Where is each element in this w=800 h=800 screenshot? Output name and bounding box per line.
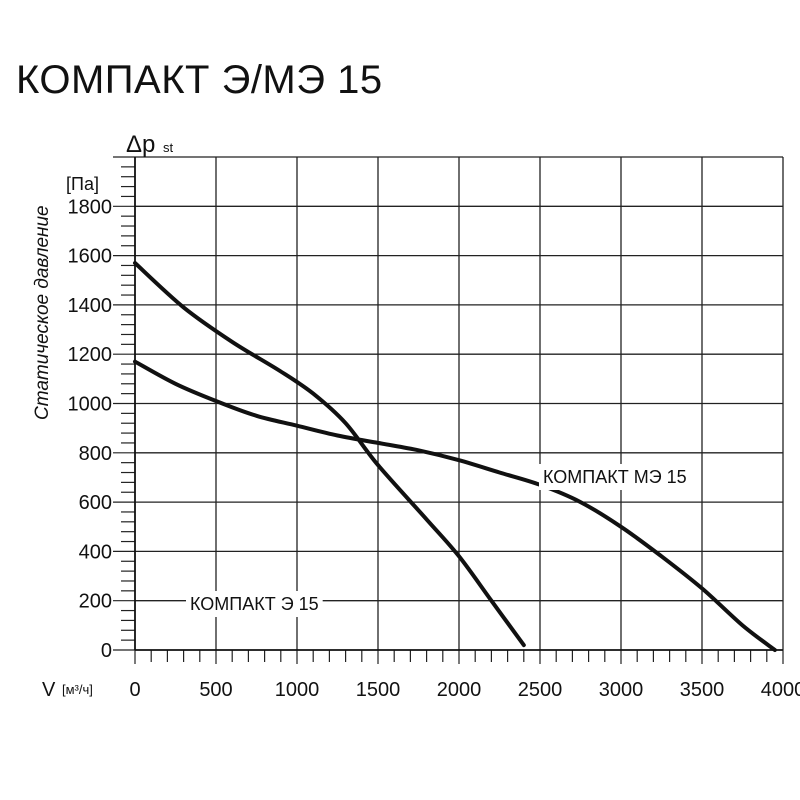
y-tick-label: 1000 [68,394,113,416]
series-label-1: КОМПАКТ Э 15 [190,594,319,614]
y-tick-label: 1800 [68,196,113,218]
x-tick-label: 2500 [518,679,563,701]
series-label-bg [539,464,691,490]
y-tick-label: 1600 [68,246,113,268]
x-axis-title: V [42,679,56,701]
y-tick-label: 0 [101,640,112,662]
minor-ticks [113,156,784,664]
series-lines [133,261,777,652]
series-line-2 [133,359,777,652]
series-line-1 [133,261,526,648]
y-tick-label: 600 [79,492,112,514]
chart-title: КОМПАКТ Э/МЭ 15 [16,58,383,102]
y-axis-title: Статическое давление [32,205,53,420]
tick-labels: 0 500 1000 1500 2000 2500 3000 3500 4000 0 200 400 6… [68,196,800,701]
y-tick-label: 800 [79,443,112,465]
series-label-bg [186,591,323,617]
y-tick-label: 1200 [68,344,113,366]
x-tick-label: 3500 [680,679,725,701]
y-axis-unit: [Па] [66,174,99,194]
x-tick-label: 1500 [356,679,401,701]
x-tick-label: 4000 [761,679,800,701]
x-tick-label: 3000 [599,679,644,701]
x-tick-label: 0 [129,679,140,701]
y-axis-symbol: Δp [126,131,155,158]
series-labels: КОМПАКТ Э 15 КОМПАКТ МЭ 15 [186,464,691,617]
x-tick-label: 2000 [437,679,482,701]
y-axis-subscript: st [163,140,174,155]
y-tick-label: 1400 [68,295,113,317]
series-label-2: КОМПАКТ МЭ 15 [543,467,687,487]
x-tick-label: 1000 [275,679,320,701]
y-tick-label: 400 [79,541,112,563]
y-tick-label: 200 [79,591,112,613]
x-tick-label: 500 [199,679,232,701]
x-axis-unit: [м³/ч] [62,682,93,697]
axes [134,157,783,651]
